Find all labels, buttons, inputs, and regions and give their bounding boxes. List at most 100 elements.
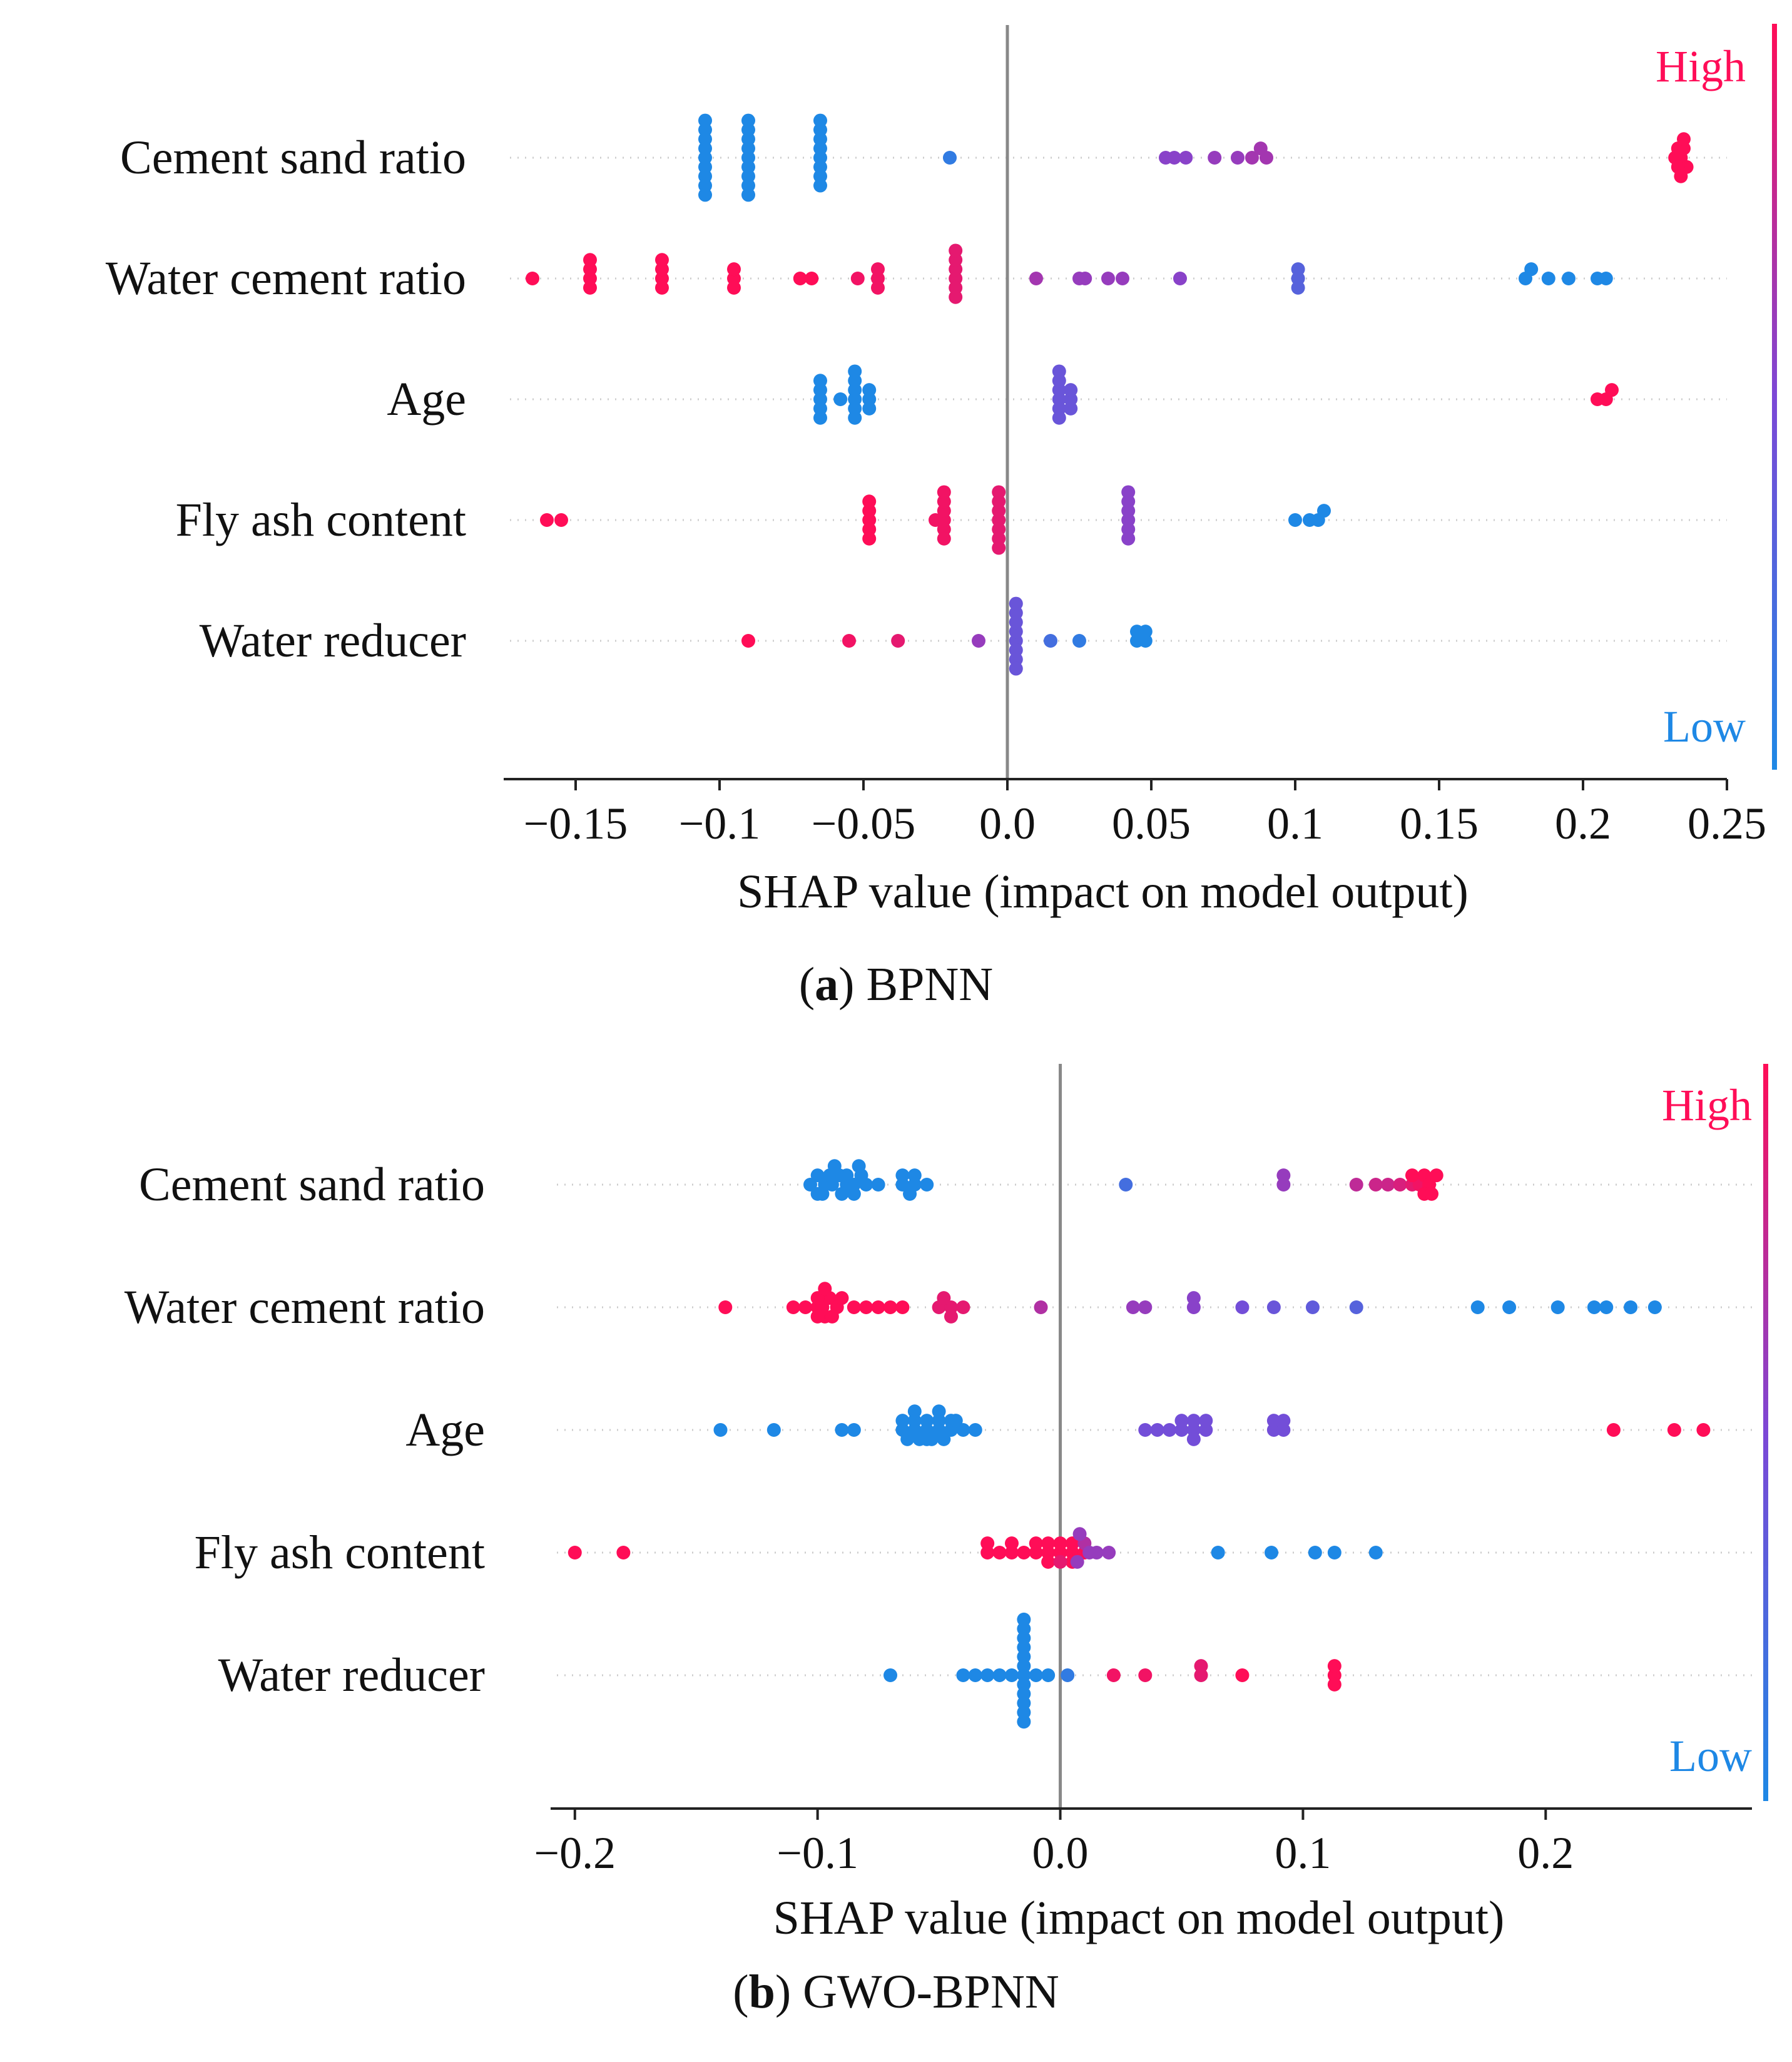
charta-point-water-cement-ratio-8: [655, 253, 669, 267]
charta-point-age-11: [848, 364, 862, 379]
charta-point-fly-ash-content-6: [862, 531, 877, 546]
chartb-point-fly-ash-content-12: [1029, 1536, 1043, 1551]
chartb-point-cement-sand-ratio-28: [1368, 1178, 1383, 1192]
chartb-point-water-cement-ratio-12: [895, 1300, 910, 1314]
chartb-feature-label-fly-ash-content: Fly ash content: [195, 1526, 485, 1579]
charta-point-water-reducer-17: [1138, 625, 1153, 639]
chartb-point-age-38: [1606, 1423, 1621, 1437]
charta-point-water-cement-ratio-0: [526, 272, 539, 285]
chartb-point-water-reducer-19: [1041, 1668, 1056, 1682]
chartb-x-tick-label-1: −0.1: [776, 1828, 858, 1878]
charta-point-cement-sand-ratio-30: [1208, 151, 1222, 165]
charta-point-age-4: [813, 411, 827, 425]
charta-x-tick-label-5: 0.1: [1267, 799, 1323, 849]
charta-point-cement-sand-ratio-17: [741, 188, 755, 202]
chartb-point-age-26: [1163, 1423, 1177, 1437]
charta-point-fly-ash-content-12: [937, 531, 951, 546]
charta-point-fly-ash-content-13: [937, 485, 951, 499]
chartb-point-water-cement-ratio-22: [944, 1309, 958, 1324]
charta-point-fly-ash-content-5: [862, 494, 877, 509]
chartb-point-water-reducer-25: [1235, 1668, 1250, 1682]
chartb-point-fly-ash-content-27: [1265, 1546, 1278, 1559]
chartb-point-water-cement-ratio-34: [1550, 1300, 1565, 1314]
chartb-point-fly-ash-content-13: [1053, 1536, 1067, 1551]
charta-feature-label-water-cement-ratio: Water cement ratio: [106, 252, 466, 305]
chartb-point-water-cement-ratio-29: [1266, 1300, 1281, 1314]
charta-point-age-14: [862, 401, 877, 416]
charta-point-water-reducer-10: [1009, 661, 1023, 676]
chartb-point-age-37: [1276, 1414, 1291, 1428]
chartb-point-water-reducer-20: [1061, 1668, 1075, 1682]
charta-point-age-3: [813, 374, 827, 388]
chartb-point-water-reducer-18: [1029, 1668, 1043, 1682]
charta-x-tick-label-6: 0.15: [1400, 799, 1479, 849]
chartb-point-age-30: [1186, 1414, 1201, 1428]
charta-point-water-cement-ratio-31: [1291, 262, 1305, 277]
chartb-point-fly-ash-content-11: [1004, 1536, 1019, 1551]
chartb-point-fly-ash-content-24: [1082, 1546, 1097, 1559]
charta-point-cement-sand-ratio-8: [698, 188, 712, 202]
chartb-colorbar-high-label: High: [1662, 1080, 1752, 1130]
chartb-point-water-cement-ratio-31: [1349, 1300, 1363, 1314]
chart-a-svg: Cement sand ratio Water cement ratio Age Fl…: [106, 24, 1777, 918]
chartb-point-cement-sand-ratio-1: [810, 1168, 825, 1183]
charta-point-age-20: [1052, 364, 1066, 379]
chartb-x-tick-label-2: 0.0: [1032, 1828, 1089, 1878]
chartb-point-water-reducer-4: [992, 1668, 1007, 1682]
chartb-point-water-cement-ratio-33: [1502, 1300, 1517, 1314]
chartb-point-fly-ash-content-19: [1053, 1554, 1067, 1569]
charta-point-water-cement-ratio-4: [583, 253, 597, 267]
chartb-point-water-reducer-27: [1327, 1659, 1341, 1673]
chartb-point-water-reducer-0: [883, 1668, 898, 1682]
chartb-point-water-cement-ratio-13: [810, 1291, 825, 1305]
chartb-point-fly-ash-content-30: [1368, 1546, 1383, 1559]
charta-point-water-cement-ratio-27: [1101, 272, 1115, 285]
charta-point-cement-sand-ratio-42: [1674, 169, 1688, 183]
chartb-colorbar-low-label: Low: [1669, 1731, 1752, 1781]
chartb-point-age-13: [920, 1414, 934, 1428]
caption-b-letter: b: [748, 1966, 775, 2018]
charta-point-fly-ash-content-25: [1121, 531, 1136, 546]
panel-a-bpnn: Cement sand ratio Water cement ratio Age Fl…: [106, 24, 1777, 1011]
charta-point-water-cement-ratio-13: [805, 272, 819, 285]
chartb-point-water-cement-ratio-35: [1587, 1300, 1601, 1314]
charta-point-water-reducer-13: [1072, 634, 1086, 648]
chartb-point-water-reducer-16: [1017, 1715, 1031, 1729]
chartb-point-cement-sand-ratio-0: [803, 1178, 818, 1192]
chartb-point-water-reducer-3: [980, 1668, 995, 1682]
chartb-point-water-reducer-21: [1106, 1668, 1121, 1682]
chartb-point-water-cement-ratio-28: [1235, 1300, 1250, 1314]
charta-point-fly-ash-content-0: [540, 513, 554, 527]
chartb-point-cement-sand-ratio-23: [903, 1187, 917, 1201]
chartb-point-water-cement-ratio-23: [1034, 1300, 1048, 1314]
chartb-point-cement-sand-ratio-15: [827, 1159, 842, 1173]
chartb-point-cement-sand-ratio-29: [1381, 1178, 1395, 1192]
chartb-point-cement-sand-ratio-16: [840, 1168, 854, 1183]
charta-point-age-22: [1064, 383, 1078, 397]
charta-point-water-reducer-12: [1044, 634, 1057, 648]
chartb-point-cement-sand-ratio-38: [1425, 1187, 1438, 1201]
chartb-point-water-cement-ratio-17: [818, 1282, 832, 1296]
charta-point-water-reducer-0: [741, 634, 755, 648]
chartb-point-water-cement-ratio-24: [1126, 1300, 1140, 1314]
charta-point-water-cement-ratio-14: [850, 272, 865, 285]
charta-point-cement-sand-ratio-7: [698, 113, 712, 128]
chartb-x-tick-label-3: 0.1: [1275, 1828, 1331, 1878]
charta-point-water-cement-ratio-26: [1078, 272, 1092, 285]
chartb-point-water-cement-ratio-0: [718, 1300, 733, 1314]
charta-point-water-cement-ratio-23: [949, 243, 963, 258]
chartb-point-age-22: [920, 1432, 934, 1446]
charta-point-water-cement-ratio-7: [655, 280, 669, 295]
chartb-point-water-reducer-24: [1194, 1659, 1208, 1673]
chartb-point-age-33: [1186, 1432, 1201, 1446]
chartb-point-water-cement-ratio-36: [1599, 1300, 1614, 1314]
chartb-point-cement-sand-ratio-26: [1276, 1168, 1291, 1183]
charta-x-tick-label-7: 0.2: [1555, 799, 1611, 849]
chartb-point-age-9: [956, 1423, 970, 1437]
charta-point-fly-ash-content-26: [1121, 485, 1136, 499]
chartb-point-age-0: [713, 1423, 728, 1437]
charta-point-age-23: [1064, 401, 1078, 416]
chartb-point-water-cement-ratio-7: [835, 1291, 849, 1305]
chartb-point-fly-ash-content-28: [1308, 1546, 1322, 1559]
chartb-point-water-reducer-17: [1017, 1612, 1031, 1626]
